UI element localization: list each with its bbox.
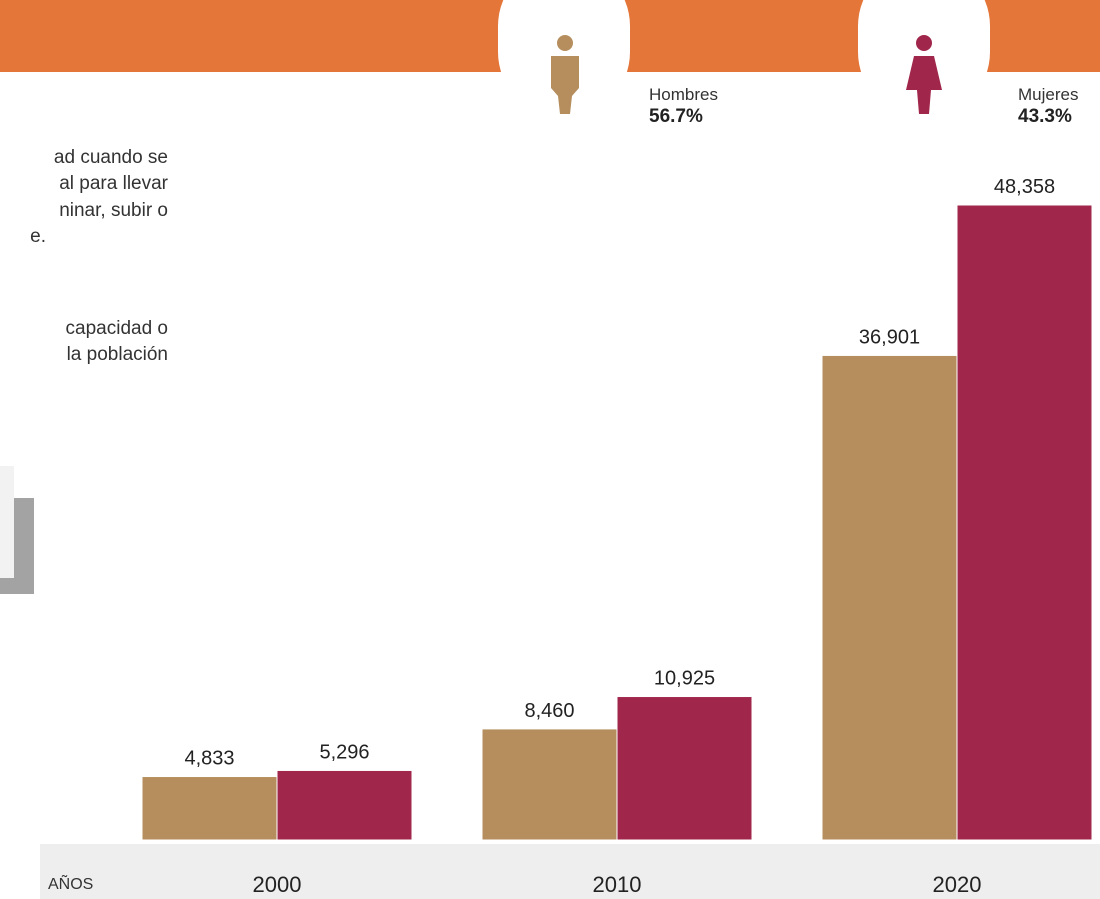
bar-mujeres-2010 xyxy=(616,696,753,841)
hombres-legend-label: Hombres xyxy=(649,85,718,104)
paragraph-line: al para llevar xyxy=(59,173,168,194)
paragraph-line: ad cuando se xyxy=(53,147,168,168)
x-tick-label-2020: 2020 xyxy=(932,872,982,897)
x-axis-title: AÑOS xyxy=(48,876,94,893)
woman-icon xyxy=(906,35,942,114)
data-label-mujeres-2000: 5,296 xyxy=(319,741,369,763)
paragraph-line: ninar, subir o xyxy=(59,200,168,221)
data-label-hombres-2010: 8,460 xyxy=(524,700,574,722)
mujeres-legend-pct: 43.3% xyxy=(1018,106,1072,127)
man-icon xyxy=(551,35,579,114)
paragraph-line: e. xyxy=(30,226,46,247)
paragraph-line: capacidad o xyxy=(65,318,168,339)
x-tick-label-2010: 2010 xyxy=(592,872,642,897)
bar-mujeres-2000 xyxy=(276,769,413,841)
bar-hombres-2000 xyxy=(141,776,278,841)
bar-hombres-2020 xyxy=(821,354,958,841)
paragraph-line: la población xyxy=(66,344,168,365)
bar-mujeres-2020 xyxy=(956,204,1093,841)
x-tick-label-2000: 2000 xyxy=(252,872,302,897)
data-label-hombres-2020: 36,901 xyxy=(859,326,920,348)
data-label-mujeres-2010: 10,925 xyxy=(654,668,715,690)
data-label-mujeres-2020: 48,358 xyxy=(994,176,1055,198)
data-label-hombres-2000: 4,833 xyxy=(184,748,234,770)
hombres-legend-pct: 56.7% xyxy=(649,106,703,127)
bar-hombres-2010 xyxy=(481,728,618,841)
x-axis-band xyxy=(40,844,1100,899)
mujeres-legend-label: Mujeres xyxy=(1018,85,1079,104)
side-box xyxy=(0,466,14,578)
